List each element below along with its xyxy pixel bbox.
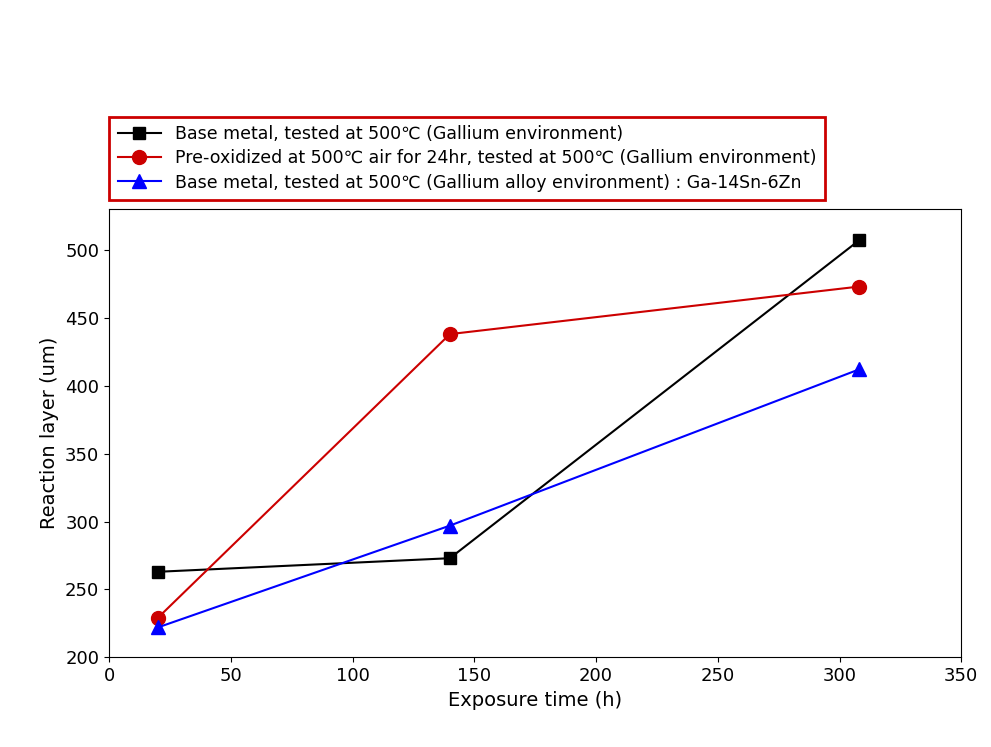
Base metal, tested at 500℃ (Gallium environment) [853,236,865,245]
Base metal, tested at 500℃ (Gallium alloy environment) : Ga-14Sn-6Zn: (308, 412): Ga-14Sn-6Zn: (308, 412) [853,365,865,374]
Legend: Base metal, tested at 500℃ (Gallium environment), Pre-oxidized at 500℃ air for 2: Base metal, tested at 500℃ (Gallium envi… [109,117,826,200]
X-axis label: Exposure time (h): Exposure time (h) [448,691,622,710]
Line: Base metal, tested at 500℃ (Gallium environment): Base metal, tested at 500℃ (Gallium envi… [153,235,864,577]
Base metal, tested at 500℃ (Gallium alloy environment) : Ga-14Sn-6Zn: (140, 297): Ga-14Sn-6Zn: (140, 297) [444,521,456,530]
Line: Base metal, tested at 500℃ (Gallium alloy environment) : Ga-14Sn-6Zn: Base metal, tested at 500℃ (Gallium allo… [151,362,866,634]
Y-axis label: Reaction layer (um): Reaction layer (um) [41,337,59,530]
Pre-oxidized at 500℃ air for 24hr, tested at 500℃ (Gallium environment) [152,613,164,622]
Base metal, tested at 500℃ (Gallium alloy environment) : Ga-14Sn-6Zn: (20, 222): Ga-14Sn-6Zn: (20, 222) [152,623,164,632]
Pre-oxidized at 500℃ air for 24hr, tested at 500℃ (Gallium environment) [444,329,456,338]
Line: Pre-oxidized at 500℃ air for 24hr, tested at 500℃ (Gallium environment): Pre-oxidized at 500℃ air for 24hr, teste… [151,279,866,625]
Pre-oxidized at 500℃ air for 24hr, tested at 500℃ (Gallium environment) [853,282,865,291]
Base metal, tested at 500℃ (Gallium environment) [444,554,456,562]
Base metal, tested at 500℃ (Gallium environment) [152,567,164,576]
